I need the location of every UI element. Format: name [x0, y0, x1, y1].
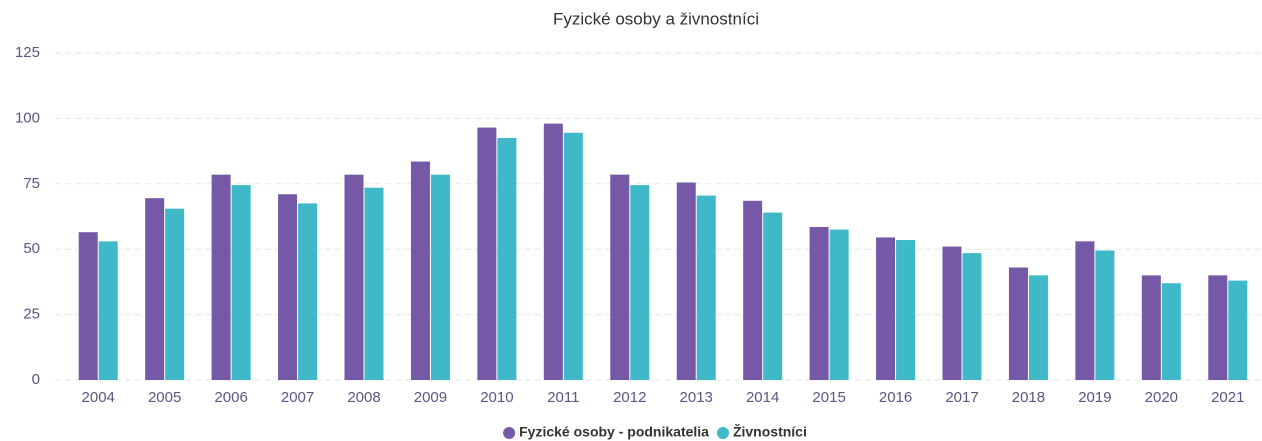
- x-tick-label: 2018: [1012, 389, 1045, 406]
- x-tick-label: 2013: [680, 389, 713, 406]
- y-tick-label: 25: [23, 306, 40, 323]
- bar: [876, 237, 896, 380]
- x-tick-label: 2011: [547, 389, 579, 406]
- bar: [211, 174, 231, 380]
- bar: [962, 253, 982, 380]
- bar: [364, 187, 384, 380]
- x-tick-label: 2014: [746, 389, 779, 406]
- y-tick-label: 100: [15, 109, 40, 126]
- legend-swatch: [716, 427, 729, 439]
- bar: [231, 185, 251, 380]
- y-tick-label: 0: [32, 371, 40, 388]
- bar: [696, 195, 716, 380]
- bar: [1095, 250, 1115, 380]
- x-tick-label: 2019: [1078, 389, 1111, 406]
- legend-label: Fyzické osoby - podnikatelia: [519, 424, 709, 440]
- x-tick-label: 2020: [1145, 389, 1178, 406]
- bar: [430, 174, 450, 380]
- bar: [1161, 283, 1181, 380]
- bar: [477, 127, 497, 380]
- bar: [497, 138, 517, 380]
- bar: [278, 194, 298, 380]
- bar: [743, 200, 763, 380]
- bar: [1208, 275, 1228, 380]
- x-tick-label: 2006: [214, 389, 247, 406]
- bar: [896, 240, 916, 380]
- x-tick-label: 2021: [1211, 389, 1244, 406]
- bar: [829, 229, 849, 380]
- x-tick-label: 2012: [613, 389, 646, 406]
- y-tick-label: 50: [23, 240, 40, 257]
- bar: [165, 208, 185, 380]
- x-tick-label: 2004: [82, 389, 115, 406]
- x-tick-label: 2010: [480, 389, 513, 406]
- x-tick-label: 2009: [414, 389, 447, 406]
- bar: [98, 241, 118, 380]
- x-tick-label: 2015: [812, 389, 845, 406]
- bar: [410, 161, 430, 380]
- bar: [78, 232, 98, 380]
- y-tick-label: 75: [23, 175, 40, 192]
- bar: [1228, 280, 1248, 380]
- bar: [1028, 275, 1048, 380]
- bar: [298, 203, 318, 380]
- x-tick-label: 2007: [281, 389, 314, 406]
- y-tick-label: 125: [15, 44, 40, 61]
- x-tick-label: 2017: [945, 389, 978, 406]
- bar: [1141, 275, 1161, 380]
- x-tick-label: 2008: [347, 389, 380, 406]
- bar: [676, 182, 696, 380]
- bar: [610, 174, 630, 380]
- chart-title: Fyzické osoby a živnostníci: [553, 9, 759, 28]
- bar: [630, 185, 650, 380]
- bar: [809, 226, 829, 380]
- bar: [1075, 241, 1095, 380]
- bar: [543, 123, 563, 380]
- bar: [344, 174, 364, 380]
- bar: [942, 246, 962, 380]
- x-tick-label: 2016: [879, 389, 912, 406]
- bar: [563, 132, 583, 380]
- legend-swatch: [503, 427, 516, 439]
- x-tick-label: 2005: [148, 389, 181, 406]
- bar: [145, 198, 165, 380]
- bar: [1008, 267, 1028, 380]
- legend-label: Živnostníci: [733, 423, 807, 440]
- bar: [763, 212, 783, 380]
